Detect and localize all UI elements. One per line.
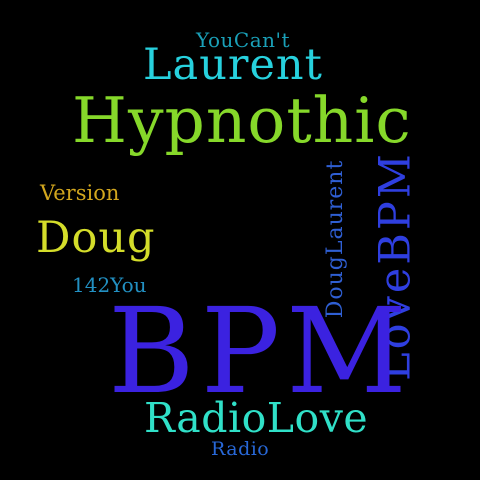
word-142you: 142You [72, 273, 147, 297]
word-youcant: YouCan't [196, 28, 291, 52]
word-radio: Radio [211, 438, 270, 460]
word-hypnothic: Hypnothic [72, 84, 412, 157]
word-bpm: BPM [108, 282, 413, 420]
word-version: Version [40, 181, 120, 205]
word-laurent: Laurent [143, 40, 323, 90]
word-doug: Doug [36, 213, 156, 263]
word-radiolove: RadioLove [144, 394, 369, 442]
